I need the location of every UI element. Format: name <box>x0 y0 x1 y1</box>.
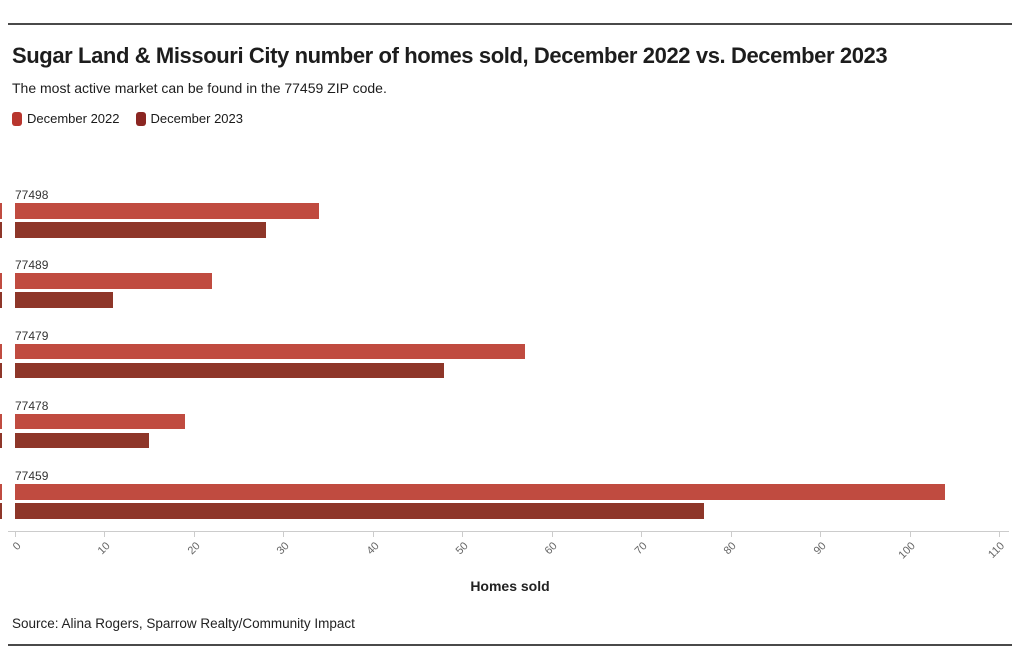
bar-edge-sliver <box>0 273 2 289</box>
axis-tick-label-text: 50 <box>453 540 471 558</box>
bar-december-2022-77478 <box>15 413 185 430</box>
bar-group-77479: 77479 <box>0 329 1020 399</box>
axis-tick <box>730 532 732 537</box>
axis-tick-label-text: 70 <box>632 540 650 558</box>
axis-tick-label-text: 10 <box>95 540 113 558</box>
chart-title: Sugar Land & Missouri City number of hom… <box>12 43 888 68</box>
bar-december-2022-77479 <box>15 343 525 360</box>
axis-tick <box>372 532 374 537</box>
bar-chart: 77498 77489 77479 77478 77459 <box>0 188 1020 539</box>
x-axis: 0 10 20 30 40 50 60 70 80 90 100 110 <box>8 531 1009 573</box>
bar-group-77459: 77459 <box>0 469 1020 539</box>
bar-edge-sliver <box>0 362 2 379</box>
legend-item: December 2022 <box>12 111 120 126</box>
bar-december-2023-77498 <box>15 222 266 238</box>
chart-subtitle: The most active market can be found in t… <box>12 80 387 96</box>
bottom-divider <box>8 644 1012 646</box>
axis-tick <box>999 532 1000 537</box>
axis-tick-label-text: 30 <box>274 540 292 558</box>
bar-december-2022-77489 <box>15 273 212 289</box>
x-axis-line <box>8 531 1009 532</box>
source-credit: Source: Alina Rogers, Sparrow Realty/Com… <box>12 616 355 631</box>
axis-tick <box>462 532 464 537</box>
axis-tick <box>193 532 195 537</box>
bar-december-2022-77459 <box>15 484 946 500</box>
category-label: 77498 <box>15 188 49 202</box>
axis-tick <box>104 532 106 537</box>
bar-edge-sliver <box>0 432 2 449</box>
bar-group-77489: 77489 <box>0 258 1020 328</box>
axis-tick-label-text: 40 <box>364 540 382 558</box>
bar-december-2023-77478 <box>15 432 150 449</box>
bar-edge-sliver <box>0 222 2 238</box>
bar-group-77478: 77478 <box>0 399 1020 469</box>
axis-tick-label-text: 110 <box>986 540 1008 561</box>
bar-edge-sliver <box>0 484 2 500</box>
x-axis-title: Homes sold <box>470 578 550 594</box>
bar-edge-sliver <box>0 203 2 219</box>
axis-tick-label-text: 60 <box>543 540 561 558</box>
bar-edge-sliver <box>0 343 2 360</box>
axis-tick-label-text: 100 <box>896 540 919 562</box>
axis-tick-label-text: 0 <box>10 540 24 553</box>
category-label: 77489 <box>15 258 49 273</box>
axis-tick <box>283 532 285 537</box>
legend-swatch-icon <box>12 111 22 126</box>
bar-december-2023-77459 <box>15 503 704 519</box>
top-divider <box>8 23 1012 25</box>
axis-tick <box>551 532 553 537</box>
legend: December 2022 December 2023 <box>12 111 243 126</box>
legend-label: December 2022 <box>27 111 120 126</box>
axis-tick <box>909 532 911 537</box>
category-label: 77478 <box>15 398 49 413</box>
bar-december-2023-77489 <box>15 292 114 308</box>
category-label: 77459 <box>15 469 49 484</box>
axis-tick-label-text: 90 <box>811 540 829 558</box>
axis-tick-label-text: 20 <box>185 540 203 558</box>
bar-december-2022-77498 <box>15 203 320 219</box>
axis-tick <box>15 532 16 537</box>
legend-swatch-icon <box>135 111 146 126</box>
legend-item: December 2023 <box>135 111 244 126</box>
axis-tick <box>820 532 822 537</box>
legend-label: December 2023 <box>150 111 244 126</box>
bar-group-77498: 77498 <box>0 188 1020 258</box>
bar-edge-sliver <box>0 413 2 430</box>
bar-edge-sliver <box>0 292 2 308</box>
bar-edge-sliver <box>0 503 2 519</box>
category-label: 77479 <box>15 328 49 343</box>
axis-tick-label-text: 80 <box>721 540 740 558</box>
axis-tick <box>641 532 643 537</box>
bar-december-2023-77479 <box>15 362 445 379</box>
